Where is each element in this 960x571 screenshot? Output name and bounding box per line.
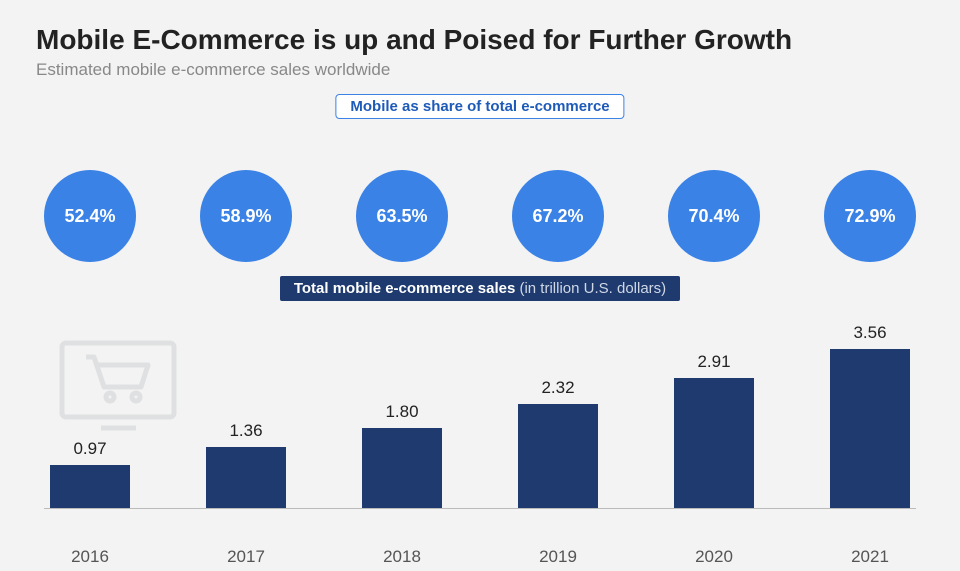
x-axis-label: 2019 bbox=[512, 547, 604, 567]
sales-legend-unit: (in trillion U.S. dollars) bbox=[515, 280, 666, 297]
bar-value-label: 2.32 bbox=[541, 378, 574, 398]
bar bbox=[830, 349, 910, 508]
x-axis-label: 2016 bbox=[44, 547, 136, 567]
share-circle: 52.4% bbox=[44, 170, 136, 262]
bar-value-label: 1.36 bbox=[229, 421, 262, 441]
share-circle: 63.5% bbox=[356, 170, 448, 262]
bar-column: 3.56 bbox=[824, 323, 916, 508]
bar-column: 1.36 bbox=[200, 421, 292, 508]
bar-chart-area: 0.97 1.36 1.80 2.32 2.91 3.56 bbox=[36, 309, 924, 537]
x-axis-label: 2017 bbox=[200, 547, 292, 567]
chart-subtitle: Estimated mobile e-commerce sales worldw… bbox=[36, 60, 924, 80]
share-circle: 58.9% bbox=[200, 170, 292, 262]
chart-container: Mobile E-Commerce is up and Poised for F… bbox=[0, 0, 960, 571]
share-circle: 67.2% bbox=[512, 170, 604, 262]
share-circles-row: 52.4% 58.9% 63.5% 67.2% 70.4% 72.9% bbox=[36, 170, 924, 262]
bar-column: 1.80 bbox=[356, 402, 448, 509]
bar-column: 2.32 bbox=[512, 378, 604, 508]
bar bbox=[518, 404, 598, 508]
share-circle: 72.9% bbox=[824, 170, 916, 262]
x-axis-label: 2020 bbox=[668, 547, 760, 567]
share-circle: 70.4% bbox=[668, 170, 760, 262]
bar-column: 0.97 bbox=[44, 439, 136, 508]
bar-value-label: 0.97 bbox=[73, 439, 106, 459]
x-axis-labels: 2016 2017 2018 2019 2020 2021 bbox=[36, 547, 924, 567]
bar-value-label: 1.80 bbox=[385, 402, 418, 422]
bar bbox=[674, 378, 754, 508]
bar-column: 2.91 bbox=[668, 352, 760, 508]
bar bbox=[50, 465, 130, 508]
share-legend: Mobile as share of total e-commerce bbox=[335, 94, 624, 119]
chart-title: Mobile E-Commerce is up and Poised for F… bbox=[36, 24, 924, 56]
sales-legend: Total mobile e-commerce sales (in trilli… bbox=[280, 276, 680, 301]
sales-legend-bold: Total mobile e-commerce sales bbox=[294, 280, 515, 297]
bar-value-label: 2.91 bbox=[697, 352, 730, 372]
bar bbox=[362, 428, 442, 509]
bar-value-label: 3.56 bbox=[853, 323, 886, 343]
bars-row: 0.97 1.36 1.80 2.32 2.91 3.56 bbox=[44, 309, 916, 509]
x-axis-label: 2018 bbox=[356, 547, 448, 567]
x-axis-label: 2021 bbox=[824, 547, 916, 567]
bar bbox=[206, 447, 286, 508]
